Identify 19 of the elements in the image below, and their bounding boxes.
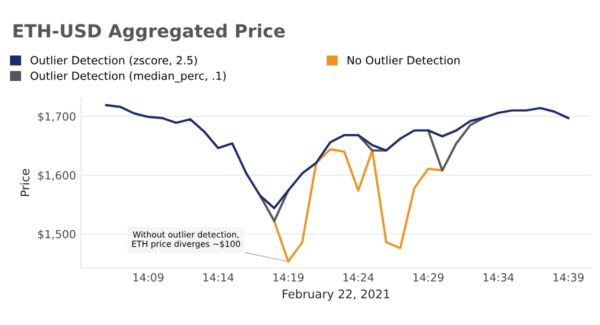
chart-title: ETH-USD Aggregated Price	[14, 24, 285, 42]
x-tick-label: 14:34	[484, 273, 514, 282]
y-axis-title: Price	[20, 169, 30, 196]
x-axis-title: February 22, 2021	[282, 289, 390, 301]
legend-label: Outlier Detection (median_perc, .1)	[30, 71, 226, 82]
x-tick-label: 14:19	[273, 273, 304, 282]
annotation: Without outlier detection, ETH price diverges ~$100	[132, 231, 240, 249]
x-tick-label: 14:29	[413, 273, 444, 282]
x-tick-label: 14:39	[554, 273, 584, 282]
y-tick-label: $1,700	[38, 112, 76, 122]
legend-label: Outlier Detection (zscore, 2.5)	[30, 56, 197, 66]
line-series	[273, 148, 444, 263]
x-tick-label: 14:14	[203, 273, 234, 282]
legend-label: No Outlier Detection	[348, 56, 460, 64]
x-tick-label: 14:24	[343, 273, 374, 282]
y-tick-label: $1,600	[38, 170, 76, 182]
line-series	[105, 104, 570, 210]
x-tick-label: 14:09	[133, 273, 164, 282]
y-tick-label: $1,500	[38, 230, 76, 240]
